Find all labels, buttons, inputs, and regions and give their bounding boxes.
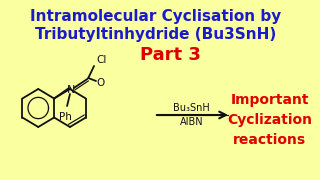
Text: Cl: Cl xyxy=(97,55,107,65)
Text: N: N xyxy=(67,85,75,95)
Text: Important: Important xyxy=(230,93,309,107)
Text: Part 3: Part 3 xyxy=(140,46,201,64)
Text: O: O xyxy=(97,78,105,88)
Text: Intramolecular Cyclisation by: Intramolecular Cyclisation by xyxy=(30,8,282,24)
Text: AIBN: AIBN xyxy=(180,117,203,127)
Text: Ph: Ph xyxy=(59,112,72,122)
Text: reactions: reactions xyxy=(233,133,306,147)
Text: Cyclization: Cyclization xyxy=(227,113,312,127)
Text: Bu₃SnH: Bu₃SnH xyxy=(173,103,210,113)
Text: Tributyltinhydride (Bu3SnH): Tributyltinhydride (Bu3SnH) xyxy=(35,26,276,42)
